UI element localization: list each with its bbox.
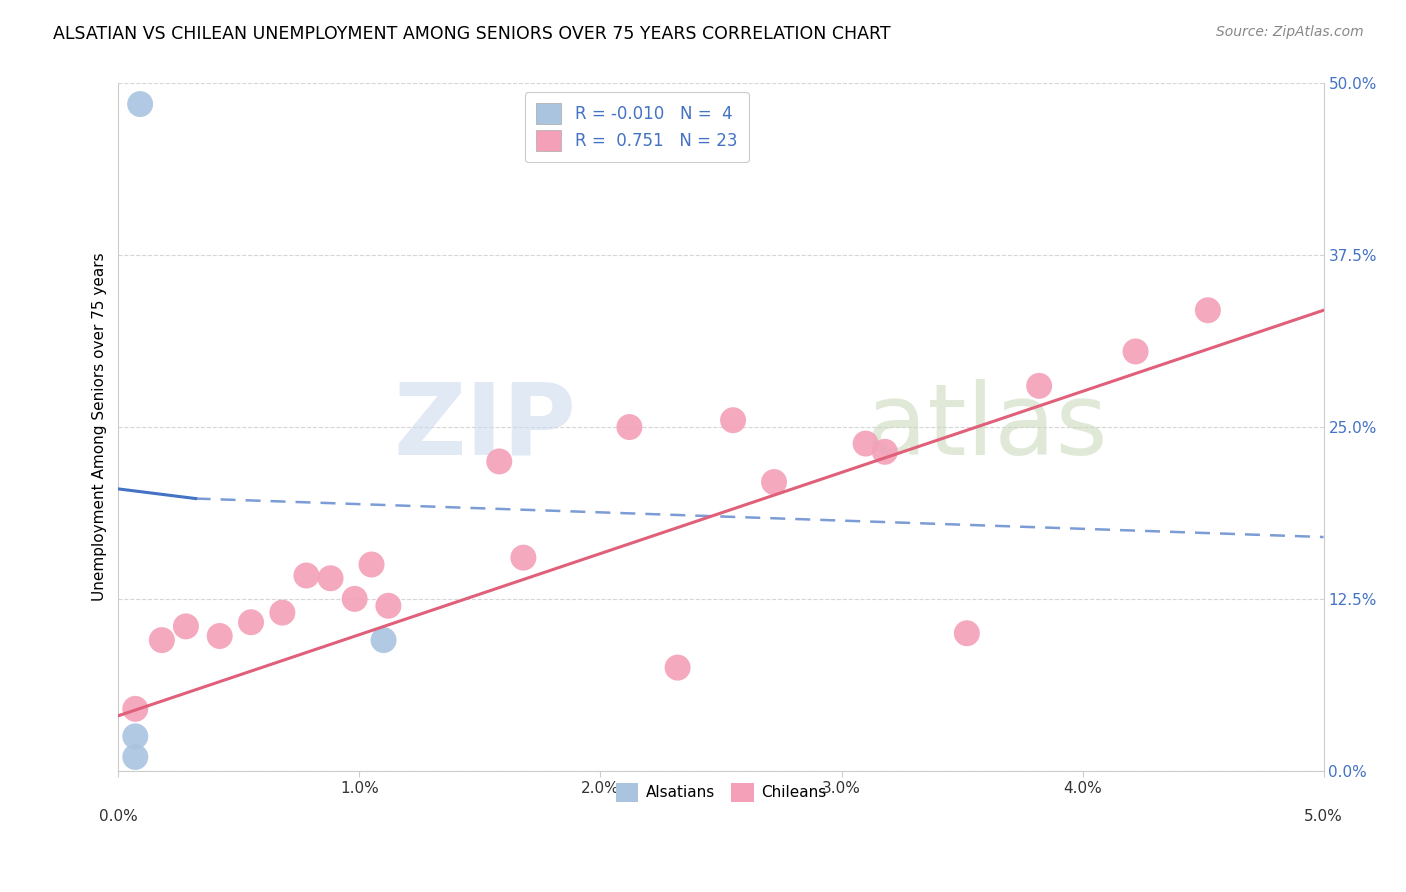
Point	[1197, 303, 1219, 318]
Point	[129, 97, 152, 112]
Point	[124, 729, 146, 743]
Point	[377, 599, 399, 613]
Point	[150, 633, 173, 648]
Point	[855, 436, 877, 450]
Text: ZIP: ZIP	[394, 378, 576, 475]
Text: 0.0%: 0.0%	[98, 808, 138, 823]
Point	[295, 568, 318, 582]
Point	[1028, 379, 1050, 393]
Point	[763, 475, 786, 489]
Point	[873, 445, 896, 459]
Point	[124, 702, 146, 716]
Point	[956, 626, 979, 640]
Point	[721, 413, 744, 427]
Text: atlas: atlas	[866, 378, 1108, 475]
Point	[343, 591, 366, 606]
Y-axis label: Unemployment Among Seniors over 75 years: Unemployment Among Seniors over 75 years	[93, 252, 107, 601]
Point	[512, 550, 534, 565]
Point	[240, 615, 263, 630]
Point	[174, 619, 197, 633]
Point	[208, 629, 231, 643]
Point	[124, 750, 146, 764]
Text: Source: ZipAtlas.com: Source: ZipAtlas.com	[1216, 25, 1364, 39]
Point	[666, 660, 689, 674]
Point	[373, 633, 395, 648]
Text: ALSATIAN VS CHILEAN UNEMPLOYMENT AMONG SENIORS OVER 75 YEARS CORRELATION CHART: ALSATIAN VS CHILEAN UNEMPLOYMENT AMONG S…	[53, 25, 891, 43]
Text: 5.0%: 5.0%	[1305, 808, 1343, 823]
Point	[360, 558, 382, 572]
Point	[1125, 344, 1147, 359]
Point	[271, 606, 294, 620]
Point	[488, 454, 510, 468]
Point	[619, 420, 641, 434]
Legend: Alsatians, Chileans: Alsatians, Chileans	[609, 777, 832, 808]
Point	[319, 571, 342, 585]
